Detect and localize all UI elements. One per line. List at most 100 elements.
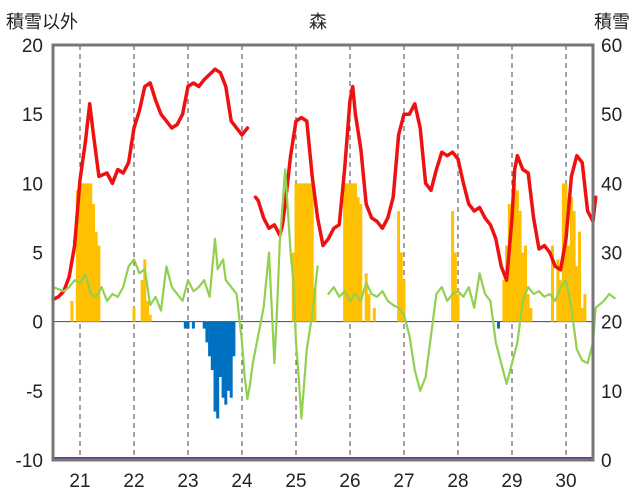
precip_positive-bar-35 — [399, 252, 403, 322]
precip_positive-bar-23 — [313, 287, 317, 322]
precip_positive-bar-31 — [364, 273, 368, 322]
precip_positive-bar-56 — [567, 245, 571, 322]
precip_positive-bar-29 — [356, 197, 360, 322]
precip_negative-bar-14 — [232, 321, 236, 357]
left-axis-label: 積雪以外 — [6, 12, 78, 32]
precip_negative-bar-13 — [229, 321, 233, 398]
x-tick-label-23: 23 — [177, 471, 198, 492]
precip_negative-bar-6 — [210, 321, 214, 371]
precip_positive-bar-14 — [148, 314, 152, 322]
precip_positive-bar-47 — [521, 252, 525, 322]
precip_positive-bar-20 — [305, 183, 309, 322]
precip_positive-bar-18 — [299, 183, 303, 322]
precip_negative-bar-5 — [208, 321, 212, 357]
precip_positive-bar-44 — [513, 183, 517, 322]
precip_positive-bar-26 — [348, 183, 352, 322]
x-tick-label-27: 27 — [393, 471, 414, 492]
precip_positive-bar-9 — [97, 245, 101, 322]
x-tick-label-30: 30 — [555, 471, 576, 492]
left-tick-label-20: 20 — [22, 36, 43, 57]
left-tick-label--5: -5 — [26, 382, 43, 403]
precip_negative-bar-7 — [213, 321, 217, 412]
precip_positive-bar-13 — [146, 300, 149, 322]
precip_negative-bar-15 — [497, 321, 500, 329]
right-tick-label-0: 0 — [601, 451, 612, 472]
precip_positive-bar-48 — [524, 245, 527, 322]
precip_positive-bar-36 — [402, 280, 406, 322]
precip_positive-bar-46 — [518, 211, 522, 322]
x-tick-label-29: 29 — [501, 471, 522, 492]
precip_positive-bar-28 — [353, 183, 357, 322]
left-tick-label-15: 15 — [22, 105, 43, 126]
precip_positive-bar-4 — [83, 183, 87, 322]
x-tick-label-25: 25 — [285, 471, 306, 492]
precip_positive-bar-40 — [502, 280, 506, 322]
precip_positive-bar-37 — [451, 211, 455, 322]
right-tick-label-50: 50 — [601, 105, 622, 126]
precip_positive-bar-17 — [297, 183, 301, 322]
text-layer: -10 -5 0 5 10 15 20 0 10 20 30 40 50 60 21 22 23 24 25 26 27… — [16, 36, 623, 492]
precip_positive-bar-59 — [575, 266, 579, 322]
precip_positive-bar-0 — [70, 300, 74, 322]
precip_positive-bar-16 — [294, 183, 298, 322]
precip_positive-bar-38 — [453, 252, 457, 322]
precip_positive-bar-6 — [89, 183, 93, 322]
precip_positive-bar-11 — [140, 280, 144, 322]
precip_positive-bar-57 — [569, 197, 573, 322]
precip_positive-bar-61 — [580, 307, 584, 322]
precip_positive-bar-34 — [397, 211, 401, 322]
x-tick-label-22: 22 — [123, 471, 144, 492]
precip_positive-bar-45 — [515, 190, 519, 322]
precip_negative-bar-11 — [224, 321, 228, 405]
right-axis-label: 積雪 — [594, 12, 630, 32]
left-tick-label-10: 10 — [22, 174, 43, 195]
bars-layer — [70, 183, 587, 419]
precip_positive-bar-5 — [86, 183, 90, 322]
snow_depth-line-0 — [51, 67, 250, 302]
precip_positive-bar-32 — [367, 294, 371, 322]
precip_positive-bar-51 — [551, 245, 554, 322]
precip_positive-bar-8 — [94, 231, 98, 322]
precip_negative-bar-4 — [205, 321, 209, 343]
temperature-line-0 — [51, 168, 319, 420]
snow_depth-line-1 — [253, 84, 598, 282]
x-tick-label-21: 21 — [69, 471, 90, 492]
left-tick-label-5: 5 — [32, 244, 43, 265]
x-tick-label-26: 26 — [339, 471, 360, 492]
precip_positive-bar-25 — [345, 183, 349, 322]
precip_positive-bar-21 — [308, 183, 311, 322]
precip_positive-bar-12 — [143, 259, 147, 322]
right-tick-label-40: 40 — [601, 174, 622, 195]
precip_positive-bar-39 — [456, 294, 460, 322]
x-tick-label-24: 24 — [231, 471, 253, 492]
precip_positive-bar-60 — [578, 231, 581, 322]
chart-title: 森 — [309, 12, 327, 32]
precip_negative-bar-12 — [227, 321, 230, 391]
lines-layer — [51, 67, 616, 420]
precip_positive-bar-55 — [564, 183, 568, 322]
precip_positive-bar-33 — [372, 307, 376, 322]
precip_positive-bar-10 — [132, 307, 136, 322]
precip_negative-bar-10 — [221, 321, 225, 398]
right-tick-label-10: 10 — [601, 382, 622, 403]
precip_positive-bar-24 — [343, 183, 347, 322]
precip_positive-bar-62 — [583, 294, 587, 322]
precip_positive-bar-49 — [526, 294, 530, 322]
temperature-line-1 — [327, 272, 616, 392]
precip_positive-bar-2 — [78, 183, 82, 322]
precip_positive-bar-19 — [302, 183, 306, 322]
x-tick-label-28: 28 — [447, 471, 468, 492]
right-tick-label-20: 20 — [601, 313, 622, 334]
right-tick-label-30: 30 — [601, 244, 622, 265]
precip_negative-bar-8 — [216, 321, 220, 419]
precip_positive-bar-41 — [505, 245, 509, 322]
precip_positive-bar-1 — [75, 190, 79, 322]
precip_positive-bar-50 — [529, 307, 533, 322]
precip_negative-bar-1 — [186, 321, 190, 329]
precip_positive-bar-7 — [92, 204, 95, 322]
precip_negative-bar-3 — [202, 321, 206, 329]
precip_positive-bar-58 — [572, 211, 576, 322]
precip_positive-bar-3 — [81, 183, 85, 322]
